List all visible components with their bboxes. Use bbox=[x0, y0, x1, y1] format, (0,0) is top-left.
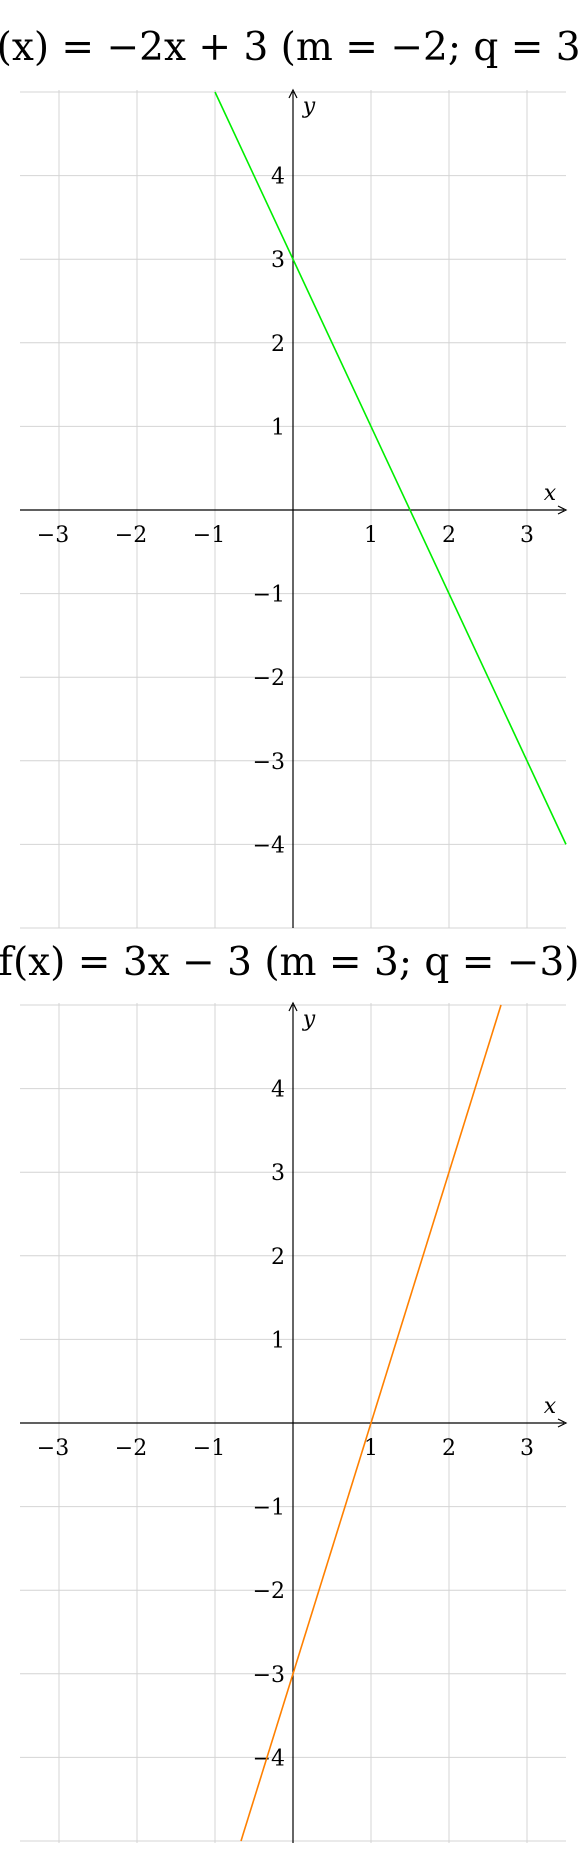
x-tick-label: 1 bbox=[364, 523, 378, 548]
y-axis-label: y bbox=[302, 1007, 316, 1032]
x-tick-label: −1 bbox=[193, 1436, 225, 1461]
x-tick-label: 1 bbox=[364, 1436, 378, 1461]
y-tick-label: 1 bbox=[271, 1328, 285, 1353]
y-tick-label: −2 bbox=[253, 666, 285, 691]
x-tick-label: −3 bbox=[37, 523, 69, 548]
series-line bbox=[240, 1004, 502, 1842]
chart-1-series bbox=[214, 91, 567, 845]
series-line bbox=[214, 91, 567, 845]
chart-1-title: f(x) = −2x + 3 (m = −2; q = 3) bbox=[0, 25, 578, 70]
y-tick-label: 4 bbox=[271, 1078, 285, 1103]
x-tick-label: 3 bbox=[520, 1436, 534, 1461]
chart-2-title: f(x) = 3x − 3 (m = 3; q = −3) bbox=[0, 940, 578, 985]
chart-1-axes bbox=[20, 88, 568, 928]
x-axis-label: x bbox=[544, 1394, 557, 1419]
x-tick-label: −2 bbox=[115, 523, 147, 548]
x-tick-label: −3 bbox=[37, 1436, 69, 1461]
y-axis-arrow bbox=[288, 88, 298, 99]
x-tick-label: 3 bbox=[520, 523, 534, 548]
x-axis-arrow bbox=[557, 1418, 568, 1428]
y-tick-label: 3 bbox=[271, 1161, 285, 1186]
y-tick-label: 3 bbox=[271, 248, 285, 273]
y-tick-label: 1 bbox=[271, 415, 285, 440]
y-tick-label: 2 bbox=[271, 332, 285, 357]
x-tick-label: −1 bbox=[193, 523, 225, 548]
chart-2: f(x) = 3x − 3 (m = 3; q = −3) x y −3 −2 −1 1 2… bbox=[0, 940, 578, 1843]
x-axis-arrow bbox=[557, 505, 568, 515]
y-tick-label: −3 bbox=[253, 750, 285, 775]
x-tick-label: 2 bbox=[442, 523, 456, 548]
chart-1: f(x) = −2x + 3 (m = −2; q = 3) x y −3 −2 −1 1… bbox=[0, 25, 578, 929]
y-axis-arrow bbox=[288, 1001, 298, 1012]
y-tick-label: −3 bbox=[253, 1663, 285, 1688]
y-tick-label: −1 bbox=[253, 583, 285, 608]
y-tick-label: −4 bbox=[253, 833, 285, 858]
y-tick-label: 2 bbox=[271, 1245, 285, 1270]
x-axis-label: x bbox=[544, 481, 557, 506]
chart-2-axes bbox=[20, 1001, 568, 1843]
y-axis-label: y bbox=[302, 94, 316, 119]
chart-2-series bbox=[240, 1004, 502, 1842]
chart-1-ticks: x y −3 −2 −1 1 2 3 4 3 2 1 −1 −2 −3 −4 bbox=[37, 94, 557, 858]
x-tick-label: 2 bbox=[442, 1436, 456, 1461]
y-tick-label: 4 bbox=[271, 165, 285, 190]
y-tick-label: −1 bbox=[253, 1496, 285, 1521]
y-tick-label: −2 bbox=[253, 1579, 285, 1604]
x-tick-label: −2 bbox=[115, 1436, 147, 1461]
